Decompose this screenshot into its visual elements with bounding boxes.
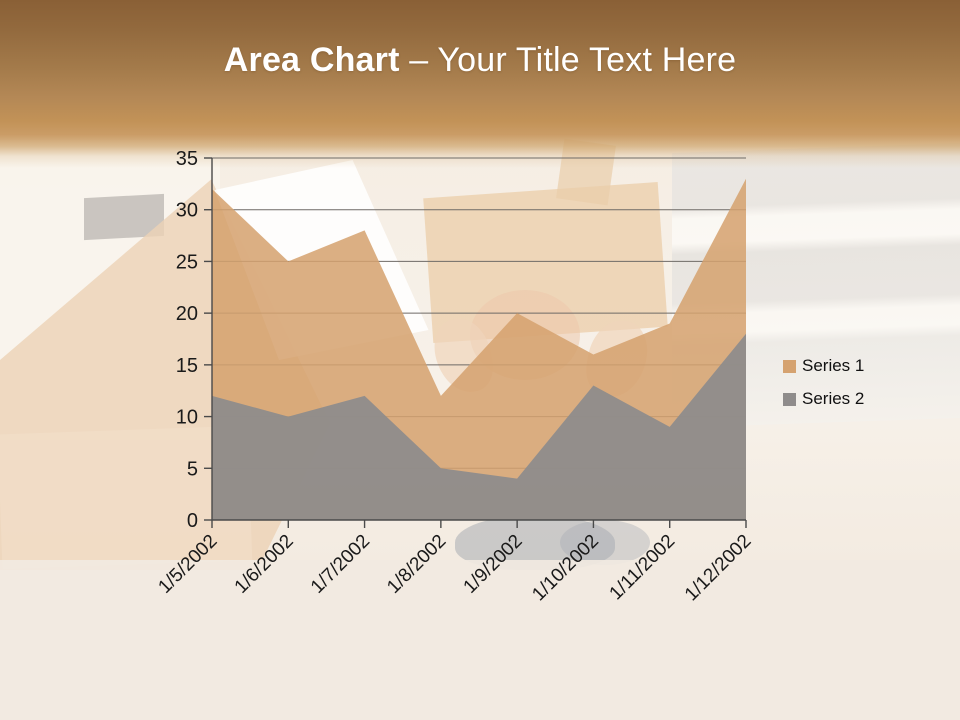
x-tick-label: 1/12/2002: [681, 531, 756, 606]
legend-swatch-series-2: [783, 392, 796, 406]
y-tick-label: 0: [187, 510, 198, 532]
y-tick-label: 25: [176, 251, 198, 273]
legend-label-series-1: Series 1: [802, 356, 865, 375]
header-band: [0, 0, 960, 168]
x-tick-label: 1/8/2002: [383, 531, 450, 598]
y-tick-label: 5: [187, 458, 198, 480]
legend-item-series-2: Series 2: [783, 389, 864, 409]
x-tick-label: 1/9/2002: [460, 531, 527, 598]
y-tick-label: 15: [176, 355, 198, 377]
legend-swatch-series-1: [783, 359, 796, 373]
y-tick-label: 30: [176, 200, 198, 222]
x-tick-label: 1/7/2002: [307, 531, 374, 598]
series-2-area: [212, 333, 746, 520]
chart-legend: Series 1 Series 2: [783, 356, 864, 409]
legend-item-series-1: Series 1: [783, 356, 864, 376]
title-heading: Area Chart: [223, 41, 400, 79]
y-tick-label: 10: [176, 407, 198, 429]
title-subtitle: – Your Title Text Here: [409, 41, 737, 79]
x-tick-label: 1/6/2002: [231, 531, 298, 598]
legend-label-series-2: Series 2: [802, 389, 865, 408]
x-tick-label: 1/10/2002: [528, 531, 603, 606]
y-tick-label: 35: [176, 148, 198, 170]
y-tick-label: 20: [176, 303, 198, 325]
x-tick-label: 1/5/2002: [154, 531, 221, 598]
x-tick-label: 1/11/2002: [606, 531, 680, 605]
page-title: Area Chart – Your Title Text Here: [0, 40, 960, 80]
